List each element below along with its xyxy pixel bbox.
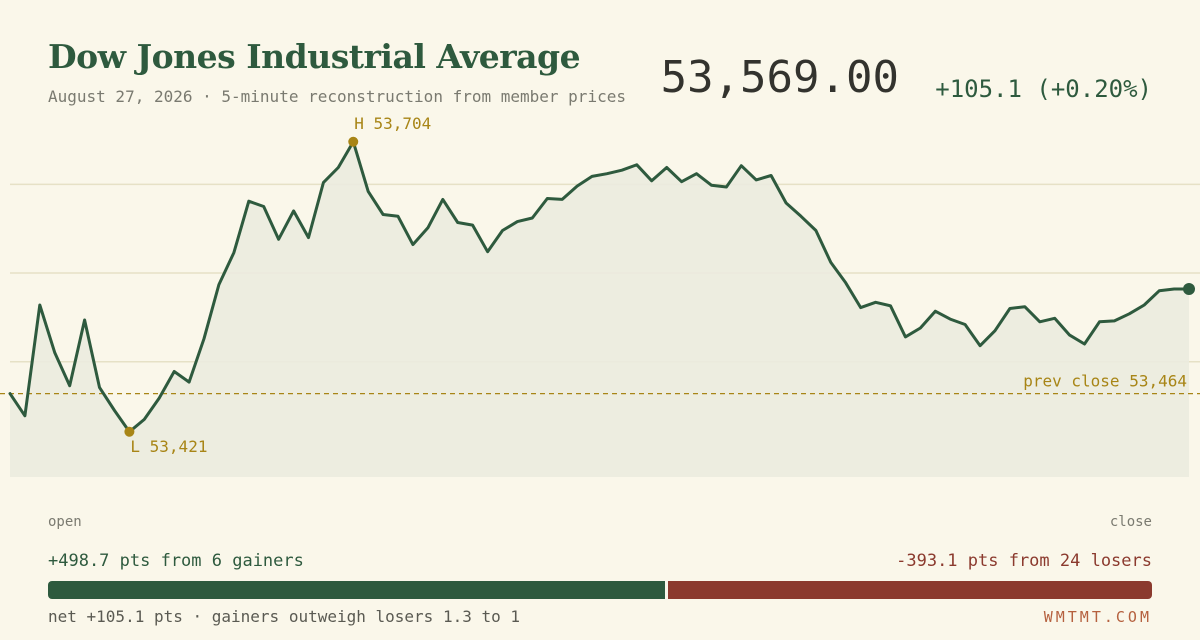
net-summary: net +105.1 pts · gainers outweigh losers… — [48, 607, 521, 626]
chart-subtitle: August 27, 2026 · 5-minute reconstructio… — [48, 87, 626, 106]
losers-segment — [668, 581, 1152, 599]
high-label: H 53,704 — [354, 114, 431, 133]
x-label-close: close — [1109, 514, 1152, 530]
high-marker — [348, 136, 359, 147]
chart-title: Dow Jones Industrial Average — [48, 37, 581, 76]
price-change: +105.1 (+0.20%) — [935, 75, 1152, 103]
breadth-bar — [48, 581, 1152, 599]
x-label-open: open — [48, 514, 82, 530]
gainers-segment — [48, 581, 666, 599]
brand-logo: WMTMT.COM — [1043, 608, 1152, 626]
current-price: 53,569.00 — [660, 52, 899, 103]
low-label: L 53,421 — [130, 437, 207, 456]
prev-close-label: prev close 53,464 — [1023, 372, 1187, 391]
low-marker — [124, 426, 135, 437]
intraday-chart: prev close 53,464 H 53,704 L 53,421 — [0, 114, 1200, 478]
last-price-marker — [1183, 282, 1195, 295]
price-line — [8, 140, 1191, 434]
gainers-summary: +498.7 pts from 6 gainers — [48, 551, 304, 571]
losers-summary: -393.1 pts from 24 losers — [896, 551, 1152, 571]
